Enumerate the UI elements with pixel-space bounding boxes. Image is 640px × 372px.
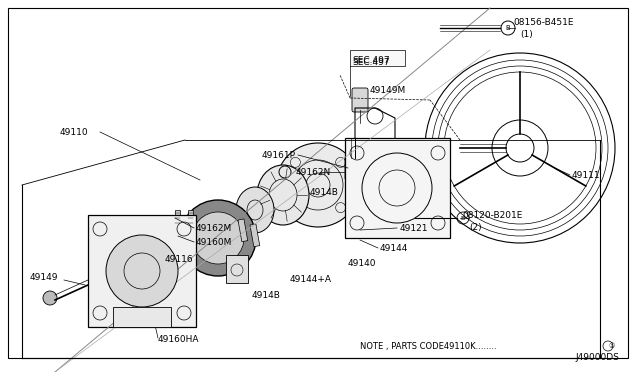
- Text: J49000DS: J49000DS: [575, 353, 619, 362]
- Circle shape: [43, 291, 57, 305]
- Text: 49149M: 49149M: [370, 86, 406, 94]
- Text: NOTE , PARTS CODE49110K........: NOTE , PARTS CODE49110K........: [360, 341, 497, 350]
- Text: 49121: 49121: [400, 224, 429, 232]
- Text: 49110: 49110: [60, 128, 88, 137]
- Text: 49140: 49140: [348, 260, 376, 269]
- Text: 08120-B201E: 08120-B201E: [462, 211, 522, 219]
- Text: 49149: 49149: [30, 273, 58, 282]
- Text: 49160HA: 49160HA: [158, 336, 200, 344]
- Bar: [113, 307, 171, 327]
- FancyBboxPatch shape: [345, 156, 365, 180]
- Bar: [250, 224, 260, 247]
- Text: 4914B: 4914B: [252, 291, 281, 299]
- FancyBboxPatch shape: [352, 88, 368, 112]
- Text: ①: ①: [609, 343, 615, 349]
- Ellipse shape: [257, 165, 309, 225]
- Circle shape: [106, 235, 178, 307]
- Bar: [345, 138, 450, 238]
- Text: 08156-B451E: 08156-B451E: [513, 17, 573, 26]
- Text: 49144: 49144: [380, 244, 408, 253]
- Text: B: B: [461, 215, 465, 221]
- Circle shape: [180, 200, 256, 276]
- Text: 49116: 49116: [165, 256, 194, 264]
- Text: 4914B: 4914B: [310, 187, 339, 196]
- Text: SEC.497: SEC.497: [352, 55, 390, 64]
- Ellipse shape: [236, 187, 274, 233]
- Bar: [175, 210, 180, 228]
- Text: (1): (1): [520, 29, 532, 38]
- Text: 49161P: 49161P: [262, 151, 296, 160]
- Text: 49160M: 49160M: [196, 237, 232, 247]
- Text: 49162M: 49162M: [196, 224, 232, 232]
- Text: 49144+A: 49144+A: [290, 276, 332, 285]
- Bar: [188, 210, 193, 228]
- Text: 49162N: 49162N: [296, 167, 332, 176]
- Circle shape: [276, 143, 360, 227]
- Bar: [238, 219, 248, 242]
- Text: (2): (2): [469, 222, 482, 231]
- Bar: [88, 215, 196, 327]
- Text: B: B: [506, 25, 510, 31]
- Bar: [350, 50, 405, 66]
- Text: SEC.497: SEC.497: [352, 58, 390, 67]
- Circle shape: [192, 212, 244, 264]
- Text: 49111: 49111: [572, 170, 600, 180]
- Bar: [226, 255, 248, 283]
